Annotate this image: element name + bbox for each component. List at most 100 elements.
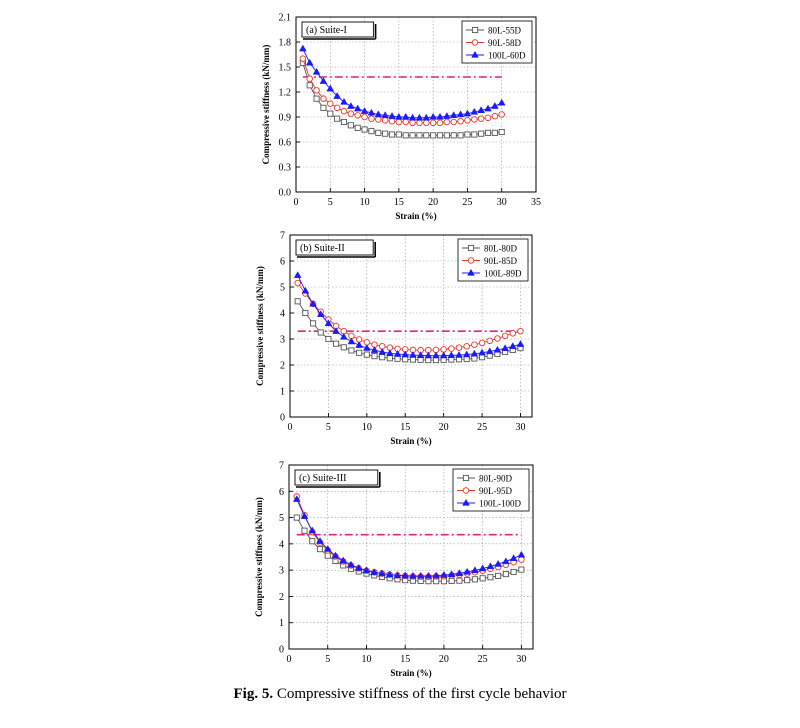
y-tick-label: 0.9 — [279, 113, 292, 124]
data-point — [299, 55, 307, 62]
data-point — [301, 527, 308, 534]
data-point — [495, 572, 502, 579]
legend-label: 80L-90D — [479, 474, 512, 484]
data-point — [402, 356, 409, 363]
data-point — [385, 570, 394, 578]
data-point — [381, 111, 389, 118]
data-point — [402, 118, 409, 126]
data-point — [401, 112, 410, 120]
data-point — [374, 110, 383, 118]
data-point — [502, 557, 510, 565]
data-point — [388, 117, 396, 125]
data-point — [456, 110, 465, 118]
data-point — [501, 332, 509, 340]
y-tick-label: 1.8 — [279, 38, 292, 49]
caption-text: Compressive stiffness of the first cycle… — [276, 686, 567, 702]
data-point — [471, 576, 478, 583]
legend-marker — [471, 26, 479, 34]
series-2 — [299, 55, 505, 127]
data-point — [510, 568, 517, 576]
data-point — [439, 351, 448, 359]
x-tick-label: 15 — [400, 654, 410, 665]
x-axis-title: Strain (%) — [390, 436, 431, 446]
panel-label-box: (b) Suite-II — [295, 239, 377, 258]
data-point — [471, 341, 478, 348]
data-point — [333, 340, 340, 347]
legend: 80L-80D 90L-85D 100L-89D — [457, 238, 529, 282]
data-point — [456, 577, 463, 584]
data-point — [379, 354, 386, 361]
data-point — [494, 335, 501, 342]
data-point — [478, 564, 487, 572]
legend-label: 80L-80D — [484, 244, 517, 254]
panel-label-box: (a) Suite-I — [301, 21, 377, 40]
data-point — [432, 571, 441, 579]
data-point — [449, 111, 458, 118]
data-point — [409, 571, 417, 579]
y-tick-label: 2.1 — [279, 13, 292, 24]
data-point — [408, 113, 417, 121]
x-tick-label: 25 — [477, 422, 487, 433]
data-point — [486, 562, 495, 570]
data-point — [347, 122, 354, 129]
data-point — [355, 341, 363, 348]
data-point — [455, 569, 464, 576]
data-point — [471, 131, 478, 138]
data-point — [300, 512, 309, 519]
x-tick-label: 5 — [328, 197, 333, 208]
data-point — [312, 67, 321, 75]
series-line — [297, 275, 521, 357]
data-point — [356, 349, 363, 356]
data-point — [394, 355, 401, 362]
legend-marker — [471, 50, 479, 58]
data-point — [331, 551, 340, 559]
data-point — [416, 351, 425, 359]
data-point — [517, 550, 526, 558]
data-point — [491, 102, 499, 109]
data-point — [423, 119, 430, 127]
legend-marker — [462, 487, 470, 494]
data-point — [424, 351, 433, 359]
plot-frame — [288, 464, 534, 650]
y-tick-label: 1 — [279, 618, 284, 629]
data-point — [457, 132, 464, 139]
panel-label-box: (c) Suite-III — [294, 469, 381, 488]
data-point — [430, 132, 437, 139]
data-point — [354, 112, 361, 119]
data-point — [393, 349, 402, 357]
data-point — [292, 495, 301, 502]
data-point — [378, 569, 386, 577]
x-tick-label: 15 — [394, 197, 404, 208]
data-point — [470, 349, 479, 357]
data-point — [367, 108, 376, 116]
x-tick-label: 0 — [287, 654, 292, 665]
data-point — [422, 113, 431, 121]
data-point — [361, 126, 368, 133]
y-axis-title: Compressive stiffness (kN/mm) — [261, 45, 271, 165]
data-point — [416, 132, 423, 139]
data-point — [448, 577, 455, 584]
y-tick-label: 0.6 — [279, 138, 292, 149]
y-tick-label: 2 — [279, 592, 284, 603]
x-tick-label: 20 — [428, 197, 438, 208]
legend: 80L-55D 90L-58D 100L-60D — [461, 20, 533, 64]
legend-marker — [471, 39, 479, 46]
data-point — [423, 132, 430, 139]
data-point — [478, 339, 486, 347]
data-point — [370, 568, 379, 575]
data-point — [477, 106, 485, 113]
data-point — [393, 571, 402, 579]
data-point — [382, 130, 389, 137]
data-point — [450, 118, 457, 126]
data-point — [429, 112, 437, 120]
data-point — [395, 112, 403, 120]
y-tick-label: 7 — [279, 461, 284, 472]
x-tick-label: 20 — [439, 422, 449, 433]
data-point — [424, 571, 433, 579]
data-point — [498, 128, 505, 136]
data-point — [457, 117, 464, 125]
data-point — [436, 132, 444, 139]
y-tick-label: 1.5 — [279, 63, 292, 74]
x-tick-label: 10 — [361, 654, 371, 665]
data-point — [327, 110, 334, 117]
